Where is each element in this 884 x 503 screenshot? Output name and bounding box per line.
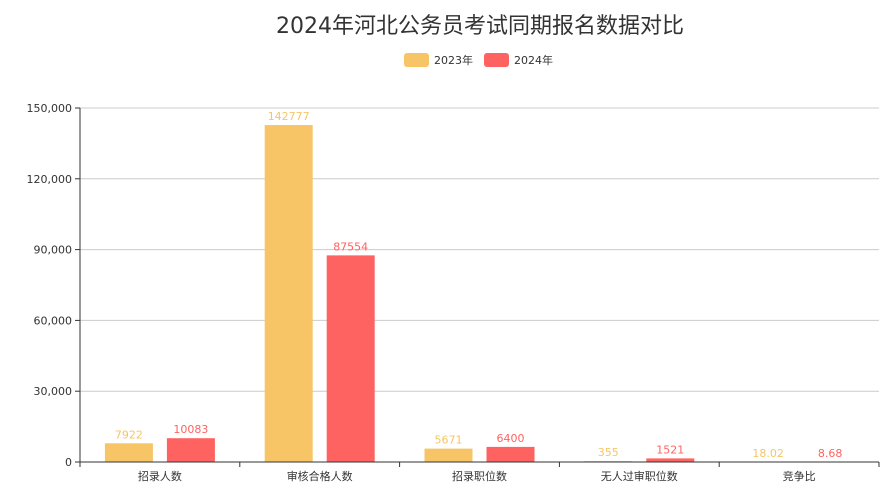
data-label: 7922 [115, 428, 143, 441]
bar[interactable] [326, 255, 375, 462]
legend[interactable]: 2023年 2024年 [404, 53, 553, 67]
legend-item-2[interactable]: 2024年 [484, 53, 553, 67]
x-tick-label: 竞争比 [783, 469, 816, 483]
bar-group: 142777 87554 [264, 110, 375, 463]
grid-lines [80, 107, 879, 392]
data-label: 87554 [333, 240, 368, 253]
legend-swatch [484, 53, 509, 67]
chart-title: 2024年河北公务员考试同期报名数据对比 [276, 14, 684, 39]
data-label: 8.68 [818, 447, 843, 460]
legend-swatch [404, 53, 429, 67]
y-tick-label: 120,000 [27, 173, 73, 186]
x-tick-label: 招录职位数 [452, 469, 507, 483]
bar[interactable] [264, 125, 313, 463]
legend-item-1[interactable]: 2023年 [404, 53, 473, 67]
x-tick-label: 审核合格人数 [287, 469, 353, 483]
y-axis: 0 30,000 60,000 90,000 120,000 150,000 [27, 102, 81, 469]
bar-group: 18.02 8.68 [744, 447, 855, 462]
bar[interactable] [646, 458, 695, 462]
y-tick-label: 90,000 [34, 244, 73, 257]
legend-label: 2024年 [514, 53, 553, 67]
data-label: 142777 [268, 110, 310, 123]
y-tick-label: 150,000 [27, 102, 73, 115]
data-label: 5671 [435, 434, 463, 447]
bar[interactable] [104, 443, 153, 462]
bar[interactable] [166, 438, 215, 462]
y-tick-label: 30,000 [34, 385, 73, 398]
data-label: 355 [598, 446, 619, 459]
x-tick-label: 招录人数 [138, 469, 182, 483]
data-label: 10083 [173, 423, 208, 436]
y-tick-label: 0 [65, 456, 72, 469]
bar[interactable] [424, 448, 473, 462]
bar-group: 355 1521 [584, 443, 695, 462]
data-label: 1521 [656, 443, 684, 456]
x-tick-label: 无人过审职位数 [601, 469, 678, 483]
bar[interactable] [486, 446, 535, 462]
y-tick-label: 60,000 [34, 314, 73, 327]
data-label: 18.02 [752, 447, 784, 460]
bars: 7922 10083 142777 87554 5671 6400 355 1521 18.02… [104, 110, 855, 463]
legend-label: 2023年 [434, 53, 473, 67]
bar-group: 7922 10083 [104, 423, 215, 462]
data-label: 6400 [497, 432, 525, 445]
x-axis: 招录人数 审核合格人数 招录职位数 无人过审职位数 竞争比 [79, 461, 880, 483]
bar-group: 5671 6400 [424, 432, 535, 462]
